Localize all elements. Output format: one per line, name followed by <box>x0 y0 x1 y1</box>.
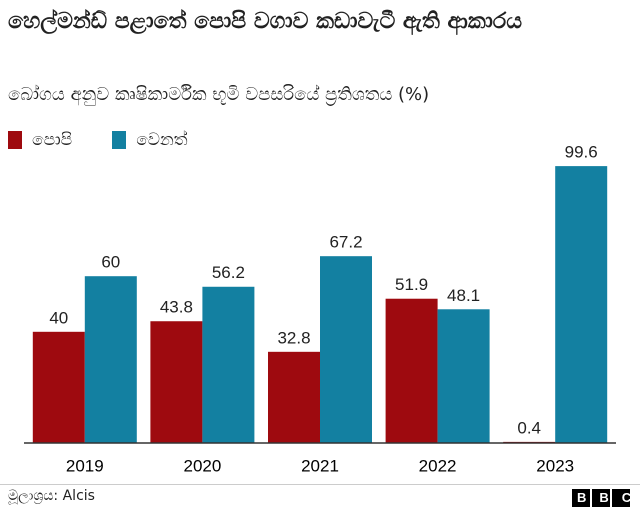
data-label: 0.4 <box>517 418 541 437</box>
bar <box>320 256 372 443</box>
data-label: 48.1 <box>447 286 480 305</box>
data-label: 99.6 <box>565 143 598 162</box>
source: මූලාශ්‍රය: Alcis <box>8 488 95 504</box>
x-tick-label: 2020 <box>183 456 221 475</box>
bar <box>385 298 438 443</box>
chart-title: හෙල්මන්ඩ් පළාතේ පොපි වගාව කඩාවැටී ඇති ආක… <box>8 9 523 34</box>
legend-swatch <box>112 131 127 149</box>
data-label: 43.8 <box>160 298 193 317</box>
x-tick-label: 2019 <box>66 456 104 475</box>
data-label: 51.9 <box>395 275 428 294</box>
footer-divider <box>0 484 640 485</box>
data-label: 67.2 <box>329 233 362 252</box>
chart-subtitle: බෝගය අනුව කෘෂිකාර්මික භූමි වපසරියේ ප්‍රත… <box>8 84 430 105</box>
legend: පොපි වෙනත් <box>8 130 188 150</box>
x-tick-label: 2023 <box>536 456 574 475</box>
bar <box>268 351 320 443</box>
bar <box>555 166 608 443</box>
data-label: 60 <box>101 253 120 272</box>
x-tick-label: 2021 <box>301 456 339 475</box>
data-label: 56.2 <box>212 263 245 282</box>
legend-swatch <box>8 131 22 149</box>
legend-item: වෙනත් <box>112 130 188 150</box>
legend-item: පොපි <box>8 130 72 150</box>
data-label: 40 <box>49 308 68 327</box>
bar <box>202 286 255 443</box>
bar <box>32 331 85 443</box>
legend-label: පොපි <box>32 130 73 150</box>
x-tick-label: 2022 <box>419 456 457 475</box>
logo-boxes <box>572 489 630 507</box>
legend-label: වෙනත් <box>136 130 188 150</box>
data-label: 32.8 <box>277 328 310 347</box>
logo: BBC <box>577 490 640 505</box>
bar <box>150 321 203 443</box>
bar <box>84 276 137 443</box>
bar <box>437 309 490 443</box>
